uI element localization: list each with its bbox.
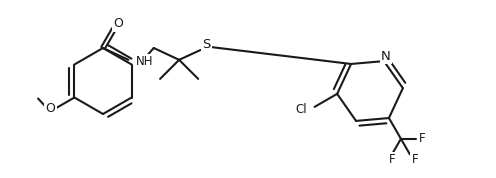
Text: S: S [202,38,211,51]
Text: F: F [419,132,425,145]
Text: O: O [113,17,123,30]
Text: N: N [381,50,391,63]
Text: F: F [412,153,418,166]
Text: Cl: Cl [295,103,307,116]
Text: F: F [388,153,395,166]
Text: O: O [46,102,56,115]
Text: NH: NH [135,55,153,68]
